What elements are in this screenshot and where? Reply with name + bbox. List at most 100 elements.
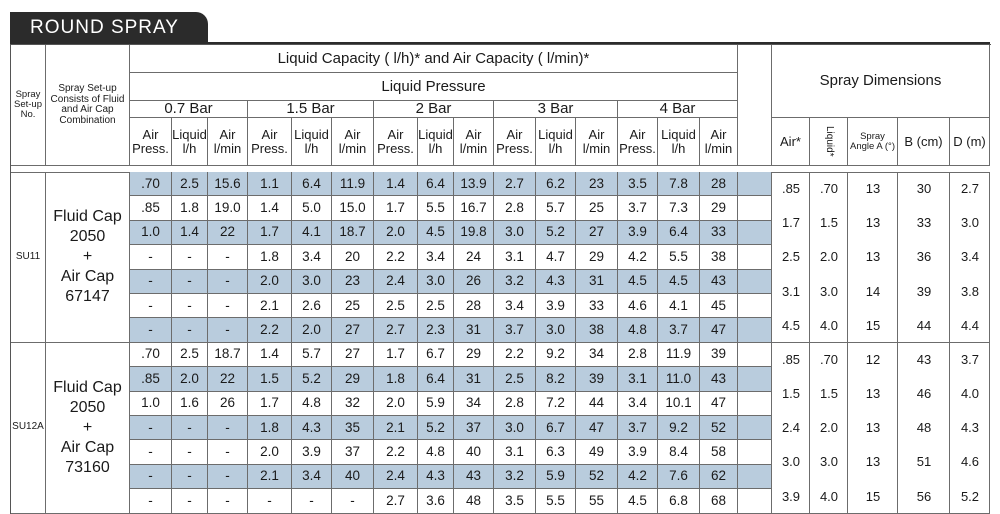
dimension-value: 46	[916, 386, 932, 402]
data-cell: 4.1	[658, 294, 700, 319]
data-cell: 4.3	[292, 416, 332, 441]
data-cell: 37	[454, 416, 494, 441]
data-cell: 33	[700, 220, 738, 246]
header-capacity: Liquid Capacity ( l/h)* and Air Capacity…	[130, 45, 738, 73]
data-cell: 29	[454, 342, 494, 368]
data-cell: -	[208, 318, 248, 343]
data-cell: 68	[700, 489, 738, 514]
dimension-value: 33	[916, 215, 932, 231]
data-cell: 2.8	[494, 391, 536, 416]
header-pressure-1: 1.5 Bar	[248, 101, 374, 118]
header-sub-sub-air-1: Air l/min	[332, 118, 374, 166]
dimension-column-dim-angle	[848, 172, 898, 343]
data-cell: 8.2	[536, 367, 576, 392]
data-cell: 1.4	[172, 220, 208, 246]
data-cell: 11.9	[332, 172, 374, 197]
data-cell: 15.0	[332, 196, 374, 221]
header-dim-liquid: Liquid*	[810, 118, 848, 166]
header-pressure-3: 3 Bar	[494, 101, 618, 118]
data-cell: 19.0	[208, 196, 248, 221]
header-sub-sub-air-press-1: Air Press.	[248, 118, 292, 166]
header-sub-sub-air-3: Air l/min	[576, 118, 618, 166]
dimension-value: 51	[916, 454, 932, 470]
data-cell: -	[172, 245, 208, 270]
row-spacer	[738, 391, 772, 416]
setup-air-cap-label: Air Cap	[60, 438, 115, 456]
row-spacer	[738, 196, 772, 221]
dimension-value: 2.4	[781, 420, 801, 436]
data-cell: 55	[576, 489, 618, 514]
header-sub-sub-air-press-0: Air Press.	[130, 118, 172, 166]
data-cell: -	[172, 440, 208, 465]
data-cell: 7.8	[658, 172, 700, 197]
dimension-value: 13	[865, 249, 881, 265]
dimension-value: 3.9	[781, 488, 801, 504]
header-spray-setup-no: Spray Set-up No.	[11, 45, 46, 166]
data-cell: 3.1	[618, 367, 658, 392]
setup-plus: +	[82, 247, 93, 265]
data-cell: 4.3	[536, 269, 576, 294]
data-cell: 47	[576, 416, 618, 441]
data-cell: 1.7	[248, 220, 292, 246]
data-cell: -	[208, 440, 248, 465]
data-cell: 6.2	[536, 172, 576, 197]
data-cell: 3.4	[494, 294, 536, 319]
data-cell: 4.2	[618, 464, 658, 490]
header-sub-sub-air-0: Air l/min	[208, 118, 248, 166]
data-cell: 40	[454, 440, 494, 465]
data-cell: 5.5	[536, 489, 576, 514]
data-cell: 3.0	[536, 318, 576, 343]
data-cell: 18.7	[332, 220, 374, 246]
dimension-value: 3.0	[819, 454, 839, 470]
dimension-value: .70	[819, 351, 839, 367]
data-cell: 2.2	[494, 342, 536, 368]
data-cell: 4.8	[292, 391, 332, 416]
data-cell: 47	[700, 318, 738, 343]
dimension-value: 2.5	[781, 249, 801, 265]
data-cell: 3.5	[494, 489, 536, 514]
setup-fluid-cap-label: Fluid Cap	[53, 378, 122, 396]
dimension-value: 3.0	[960, 215, 980, 231]
dimension-value: 36	[916, 249, 932, 265]
data-cell: 6.4	[418, 367, 454, 392]
header-sub-sub-air-2: Air l/min	[454, 118, 494, 166]
data-cell: -	[130, 245, 172, 270]
dimension-value: 4.0	[819, 488, 839, 504]
data-cell: 1.8	[248, 416, 292, 441]
data-cell: 6.7	[418, 342, 454, 368]
data-cell: .85	[130, 367, 172, 392]
data-cell: 31	[454, 367, 494, 392]
data-cell: 3.7	[618, 416, 658, 441]
data-cell: 40	[332, 464, 374, 490]
data-cell: 11.0	[658, 367, 700, 392]
data-cell: 1.0	[130, 220, 172, 246]
data-cell: 52	[576, 464, 618, 490]
data-cell: 18.7	[208, 342, 248, 368]
setup-air-cap-label: Air Cap	[60, 267, 115, 285]
header-spacer	[738, 45, 772, 166]
dimension-value: 48	[916, 420, 932, 436]
setup-plus: +	[82, 418, 93, 436]
data-cell: 2.7	[494, 172, 536, 197]
data-cell: 2.0	[172, 367, 208, 392]
data-cell: 9.2	[536, 342, 576, 368]
data-cell: 2.5	[374, 294, 418, 319]
data-cell: 16.7	[454, 196, 494, 221]
data-cell: 1.7	[374, 196, 418, 221]
setup-fluid-cap-label: Fluid Cap	[53, 207, 122, 225]
row-spacer	[738, 342, 772, 368]
data-cell: 2.8	[494, 196, 536, 221]
header-sub-sub-liquid-3: Liquid l/h	[536, 118, 576, 166]
data-cell: 38	[576, 318, 618, 343]
data-cell: -	[172, 464, 208, 490]
data-cell: 3.9	[292, 440, 332, 465]
row-spacer	[738, 367, 772, 392]
dimension-value: 2.0	[819, 249, 839, 265]
data-cell: 29	[332, 367, 374, 392]
data-cell: 3.6	[418, 489, 454, 514]
dimension-value: 14	[865, 283, 881, 299]
data-cell: -	[208, 464, 248, 490]
dimension-value: 3.7	[960, 351, 980, 367]
dimension-value: 13	[865, 181, 881, 197]
data-cell: 1.7	[248, 391, 292, 416]
